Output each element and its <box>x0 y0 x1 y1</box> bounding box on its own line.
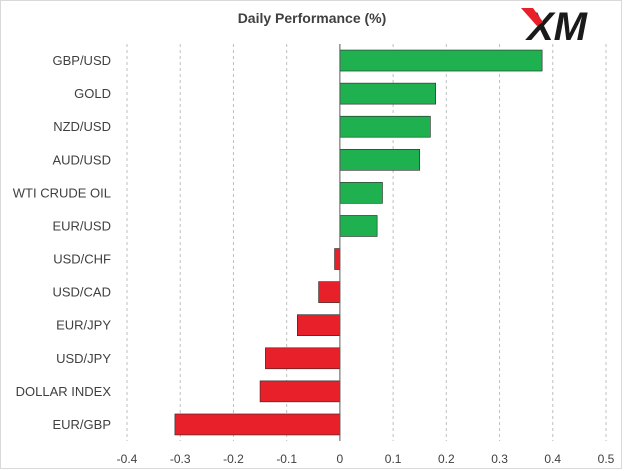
category-label: NZD/USD <box>53 119 111 134</box>
tick-label: 0.2 <box>438 452 455 466</box>
bar-usd-jpy <box>265 347 341 370</box>
category-label: DOLLAR INDEX <box>16 384 112 399</box>
tick-label: 0.3 <box>491 452 508 466</box>
category-label: USD/CHF <box>53 252 111 267</box>
tick-label: -0.3 <box>170 452 191 466</box>
category-label: EUR/GBP <box>52 417 111 432</box>
bar-dollar-index <box>259 380 341 403</box>
category-labels: GBP/USD GOLD NZD/USD AUD/USD WTI CRUDE OIL EU… <box>13 53 112 432</box>
tick-label: 0.5 <box>598 452 615 466</box>
bar-wti-crude-oil <box>339 182 383 204</box>
grid-lines <box>126 44 607 441</box>
category-label: EUR/USD <box>52 218 111 233</box>
xm-logo: XM <box>521 5 589 46</box>
bars <box>174 49 543 436</box>
category-label: AUD/USD <box>52 152 111 167</box>
category-label: USD/JPY <box>56 351 111 366</box>
category-label: EUR/JPY <box>56 318 111 333</box>
bar-nzd-usd <box>339 115 431 138</box>
bar-eur-usd <box>339 215 378 237</box>
chart-title: Daily Performance (%) <box>237 10 387 26</box>
bar-eur-gbp <box>174 413 341 436</box>
tick-label: 0.1 <box>385 452 402 466</box>
bar-eur-jpy <box>297 314 341 337</box>
category-label: WTI CRUDE OIL <box>13 185 111 200</box>
bar-gbp-usd <box>339 49 543 72</box>
tick-label: -0.2 <box>223 452 244 466</box>
bar-gold <box>339 82 436 105</box>
tick-label: -0.1 <box>276 452 297 466</box>
tick-label: 0 <box>337 452 344 466</box>
bar-aud-usd <box>339 148 421 171</box>
category-label: GOLD <box>74 86 111 101</box>
tick-labels: -0.4 -0.3 -0.2 -0.1 0 0.1 0.2 0.3 0.4 0.5 <box>117 452 615 466</box>
tick-label: -0.4 <box>117 452 138 466</box>
category-label: GBP/USD <box>52 53 111 68</box>
category-label: USD/CAD <box>52 285 111 300</box>
bar-usd-cad <box>318 281 341 303</box>
bar-usd-chf <box>334 248 341 270</box>
tick-label: 0.4 <box>544 452 561 466</box>
